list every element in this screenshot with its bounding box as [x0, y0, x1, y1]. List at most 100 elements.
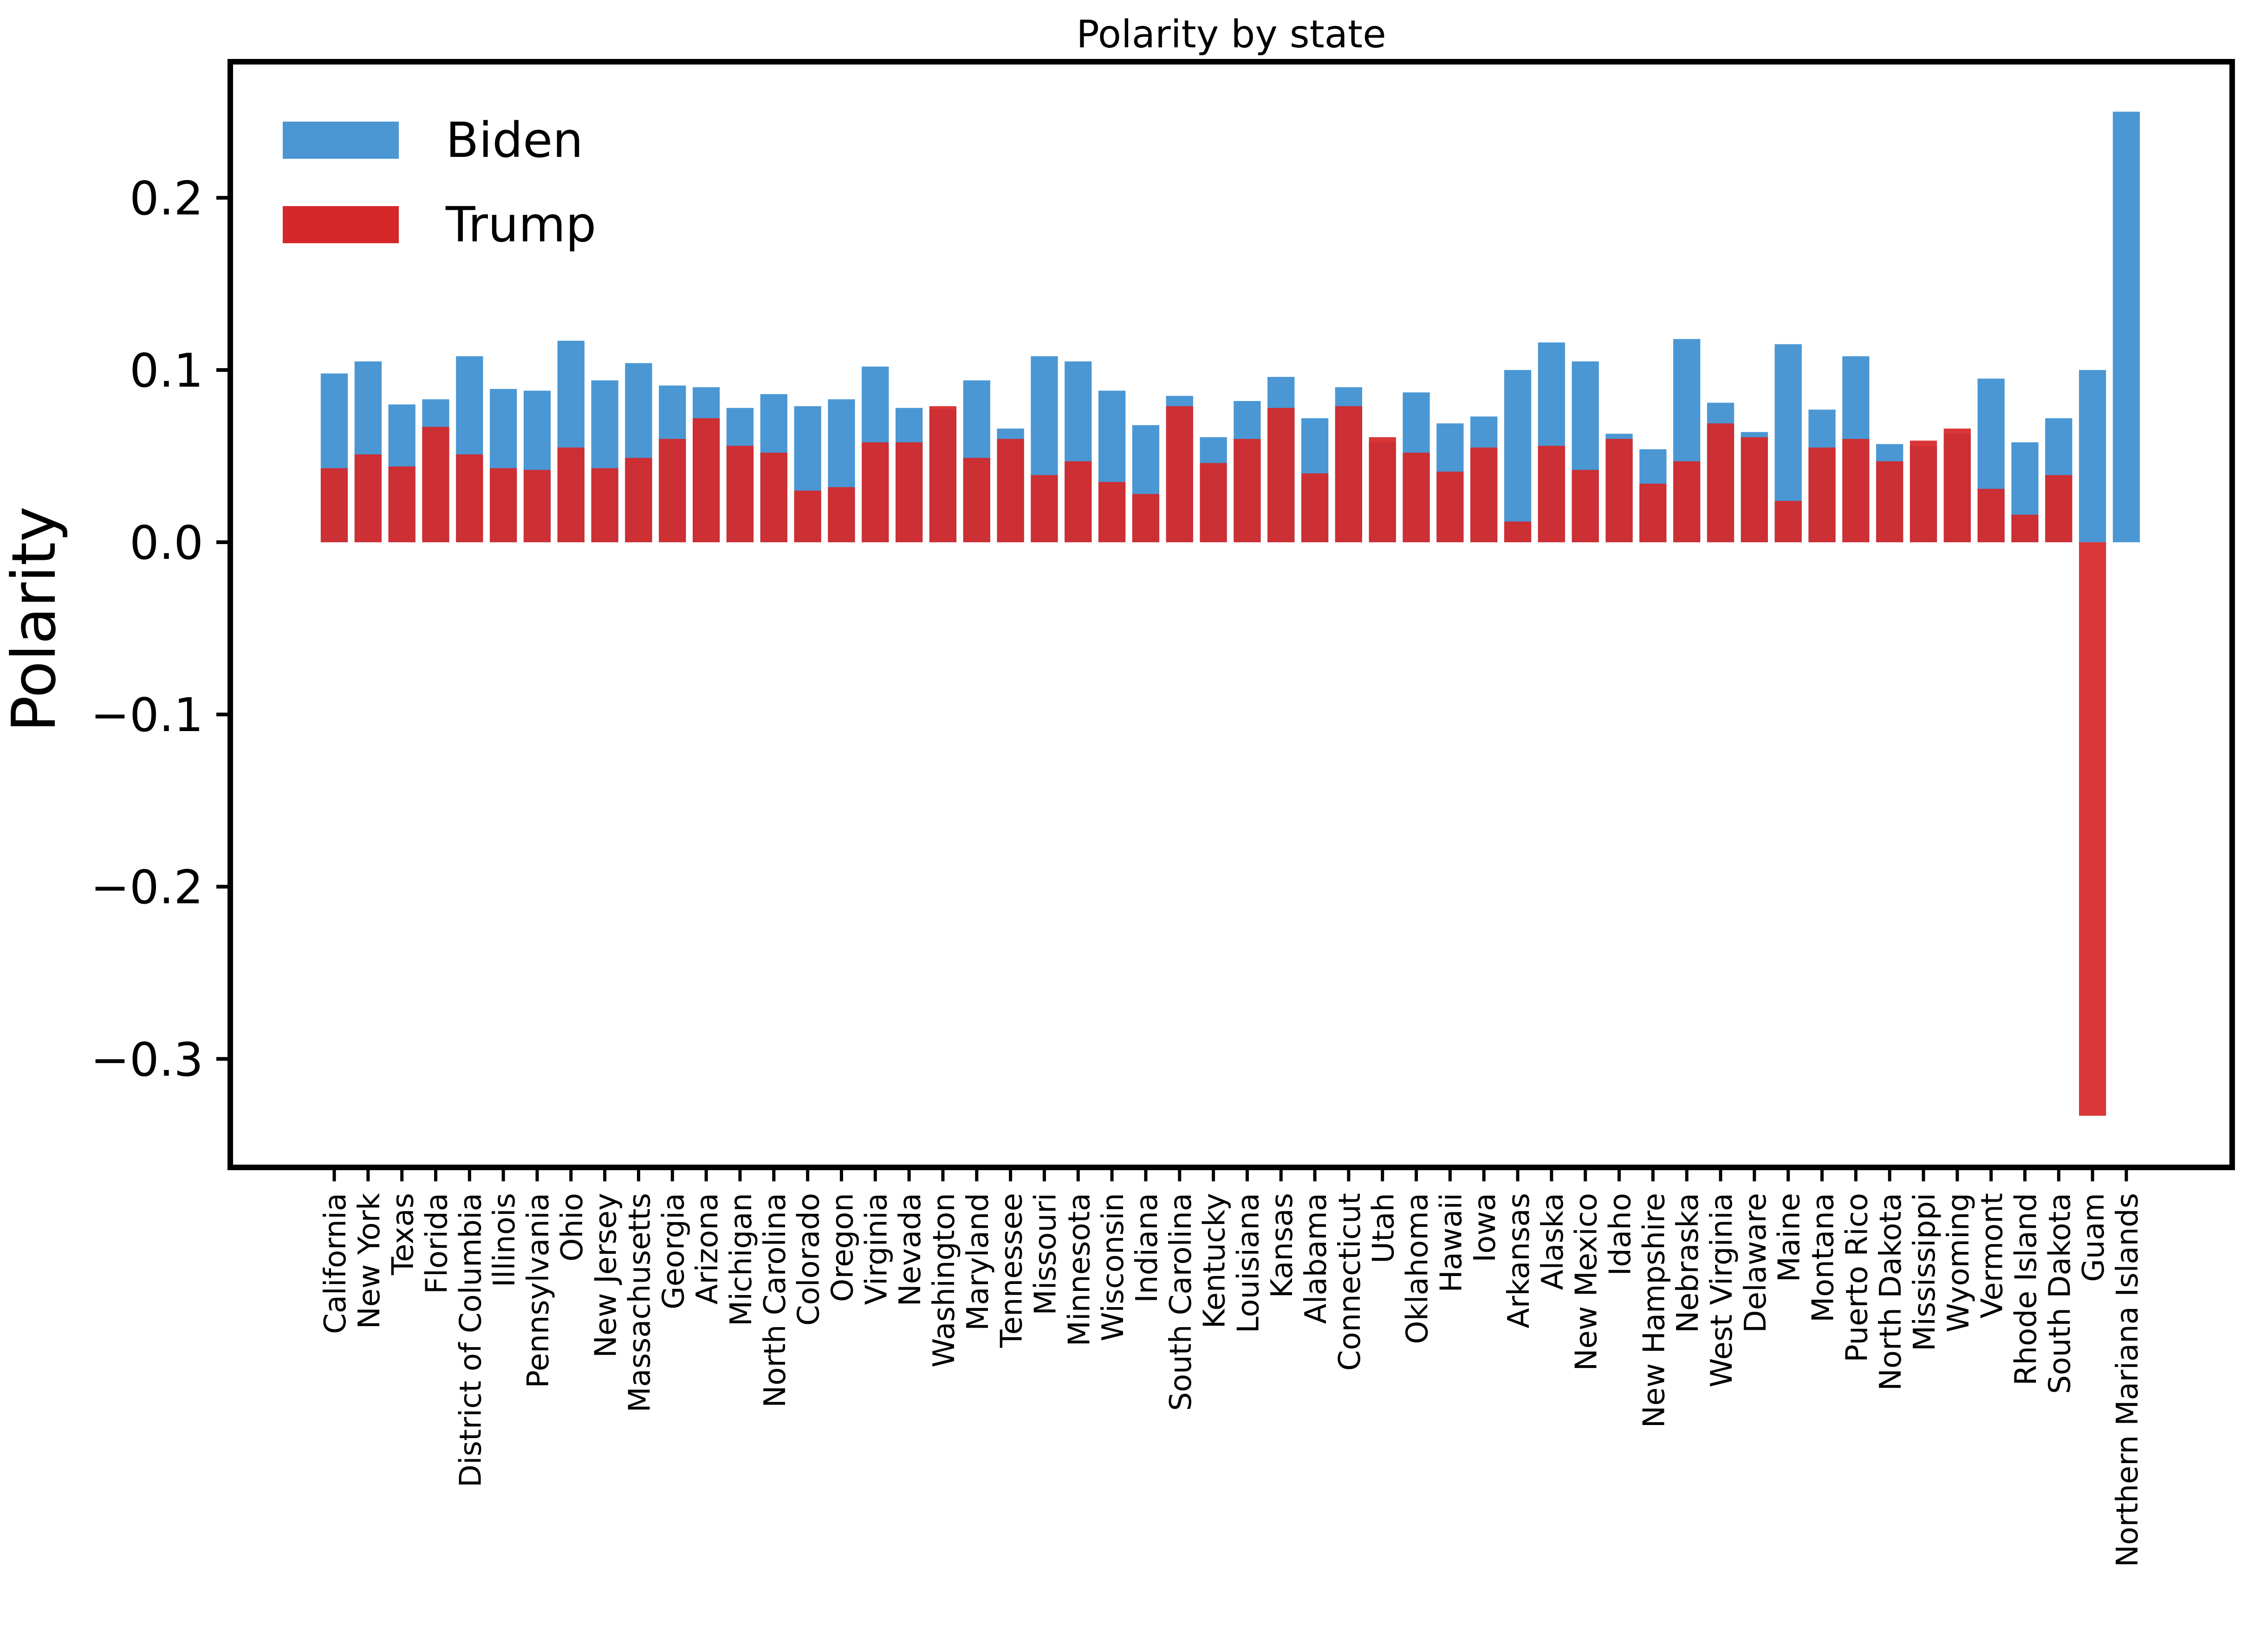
trump-bar [862, 442, 889, 543]
x-tick-label: Missouri [1028, 1193, 1063, 1315]
x-tick-label: Montana [1806, 1193, 1841, 1322]
x-tick-label: Indiana [1130, 1193, 1164, 1303]
trump-bar [726, 446, 754, 543]
y-tick-label: 0.2 [130, 171, 203, 226]
x-tick-label: Oregon [825, 1193, 860, 1302]
x-tick-label: Alabama [1299, 1193, 1333, 1324]
trump-bar [625, 458, 652, 543]
trump-bar [1842, 439, 1870, 543]
legend-swatch-trump [283, 206, 399, 243]
x-tick-label: Connecticut [1333, 1193, 1367, 1371]
trump-bar [1132, 494, 1160, 543]
trump-bar [828, 487, 855, 543]
x-tick-label: South Dakota [2043, 1193, 2077, 1394]
y-axis-label: Polarity [0, 506, 69, 732]
trump-bar [1301, 473, 1329, 543]
trump-bar [1436, 472, 1464, 543]
x-tick-label: Maine [1773, 1193, 1807, 1282]
trump-bar [1098, 482, 1126, 543]
x-tick-label: Iowa [1468, 1193, 1502, 1263]
trump-bar [523, 470, 551, 543]
trump-bar [1538, 446, 1565, 543]
trump-bar [1267, 408, 1295, 543]
trump-bar [1977, 489, 2005, 543]
x-tick-label: New Jersey [589, 1193, 624, 1358]
x-tick-label: District of Columbia [454, 1193, 488, 1487]
x-tick-label: Kentucky [1198, 1193, 1232, 1328]
x-tick-label: Idaho [1604, 1193, 1638, 1276]
trump-bar [2011, 514, 2039, 543]
trump-bar [1808, 447, 1836, 543]
trump-bar [557, 447, 585, 543]
trump-bar [794, 490, 821, 543]
trump-bar [929, 406, 957, 543]
y-tick-label: −0.3 [91, 1032, 203, 1087]
x-tick-label: Florida [420, 1193, 454, 1294]
trump-bar [1910, 441, 1937, 543]
y-tick-label: 0.0 [130, 516, 203, 570]
x-tick-label: Virginia [859, 1193, 894, 1305]
x-tick-label: New York [352, 1193, 387, 1329]
x-tick-label: Maryland [961, 1193, 995, 1331]
legend-label-trump: Trump [445, 196, 596, 253]
x-tick-label: South Carolina [1164, 1193, 1198, 1411]
trump-bar [1166, 406, 1193, 543]
trump-bar [1605, 439, 1633, 543]
x-tick-label: North Dakota [1874, 1193, 1908, 1391]
biden-bar [2079, 370, 2106, 543]
trump-bar [1335, 406, 1363, 543]
trump-bar [1639, 484, 1667, 543]
trump-bar [1572, 470, 1599, 543]
x-tick-label: Massachusetts [623, 1193, 657, 1412]
x-tick-label: Vermont [1975, 1193, 2010, 1319]
x-tick-label: New Hampshire [1637, 1193, 1671, 1428]
x-tick-label: Northern Mariana Islands [2111, 1193, 2145, 1567]
x-tick-label: Arizona [690, 1193, 725, 1304]
biden-bar [2112, 111, 2140, 543]
trump-bar [1065, 461, 1092, 543]
x-tick-label: Mississippi [1908, 1193, 1942, 1351]
trump-bar [1470, 447, 1498, 543]
x-tick-label: Hawaii [1434, 1193, 1468, 1292]
trump-bar [490, 468, 517, 543]
x-tick-label: Kansas [1265, 1193, 1299, 1298]
trump-bar [1741, 437, 1768, 543]
trump-bar [1943, 428, 1971, 543]
x-tick-label: Tennessee [995, 1193, 1029, 1348]
legend-swatch-biden [283, 122, 399, 159]
trump-bar [1031, 475, 1058, 543]
x-tick-label: Wyoming [1942, 1193, 1976, 1333]
trump-bar [1673, 461, 1701, 543]
trump-bar [2079, 542, 2106, 1116]
x-tick-label: Louisiana [1231, 1193, 1266, 1333]
x-tick-label: Puerto Rico [1840, 1193, 1874, 1362]
trump-bar [659, 439, 686, 543]
x-tick-label: Oklahoma [1401, 1193, 1435, 1344]
x-tick-label: Colorado [792, 1193, 826, 1326]
trump-bar [1774, 501, 1802, 543]
trump-bar [591, 468, 618, 543]
x-tick-label: Utah [1367, 1193, 1401, 1263]
x-tick-label: Wisconsin [1096, 1193, 1130, 1341]
trump-bar [760, 453, 787, 543]
x-tick-label: Nevada [893, 1193, 928, 1306]
trump-bar [693, 418, 720, 543]
trump-bar [388, 466, 416, 543]
trump-bar [997, 439, 1024, 543]
x-tick-label: Georgia [656, 1193, 691, 1309]
y-tick-label: 0.1 [130, 343, 203, 398]
trump-bar [1707, 423, 1734, 543]
x-tick-label: Arkansas [1502, 1193, 1536, 1328]
x-tick-label: West Virginia [1705, 1193, 1739, 1387]
x-tick-label: Nebraska [1671, 1193, 1705, 1333]
trump-bar [1200, 463, 1227, 543]
chart-title: Polarity by state [1076, 13, 1386, 57]
trump-bars [320, 406, 2106, 1116]
biden-bar [1504, 370, 1532, 543]
x-tick-label: Michigan [724, 1193, 759, 1326]
plot-frame [227, 59, 2235, 1170]
y-tick-label: −0.1 [91, 688, 203, 742]
x-tick-label: North Carolina [758, 1193, 792, 1408]
